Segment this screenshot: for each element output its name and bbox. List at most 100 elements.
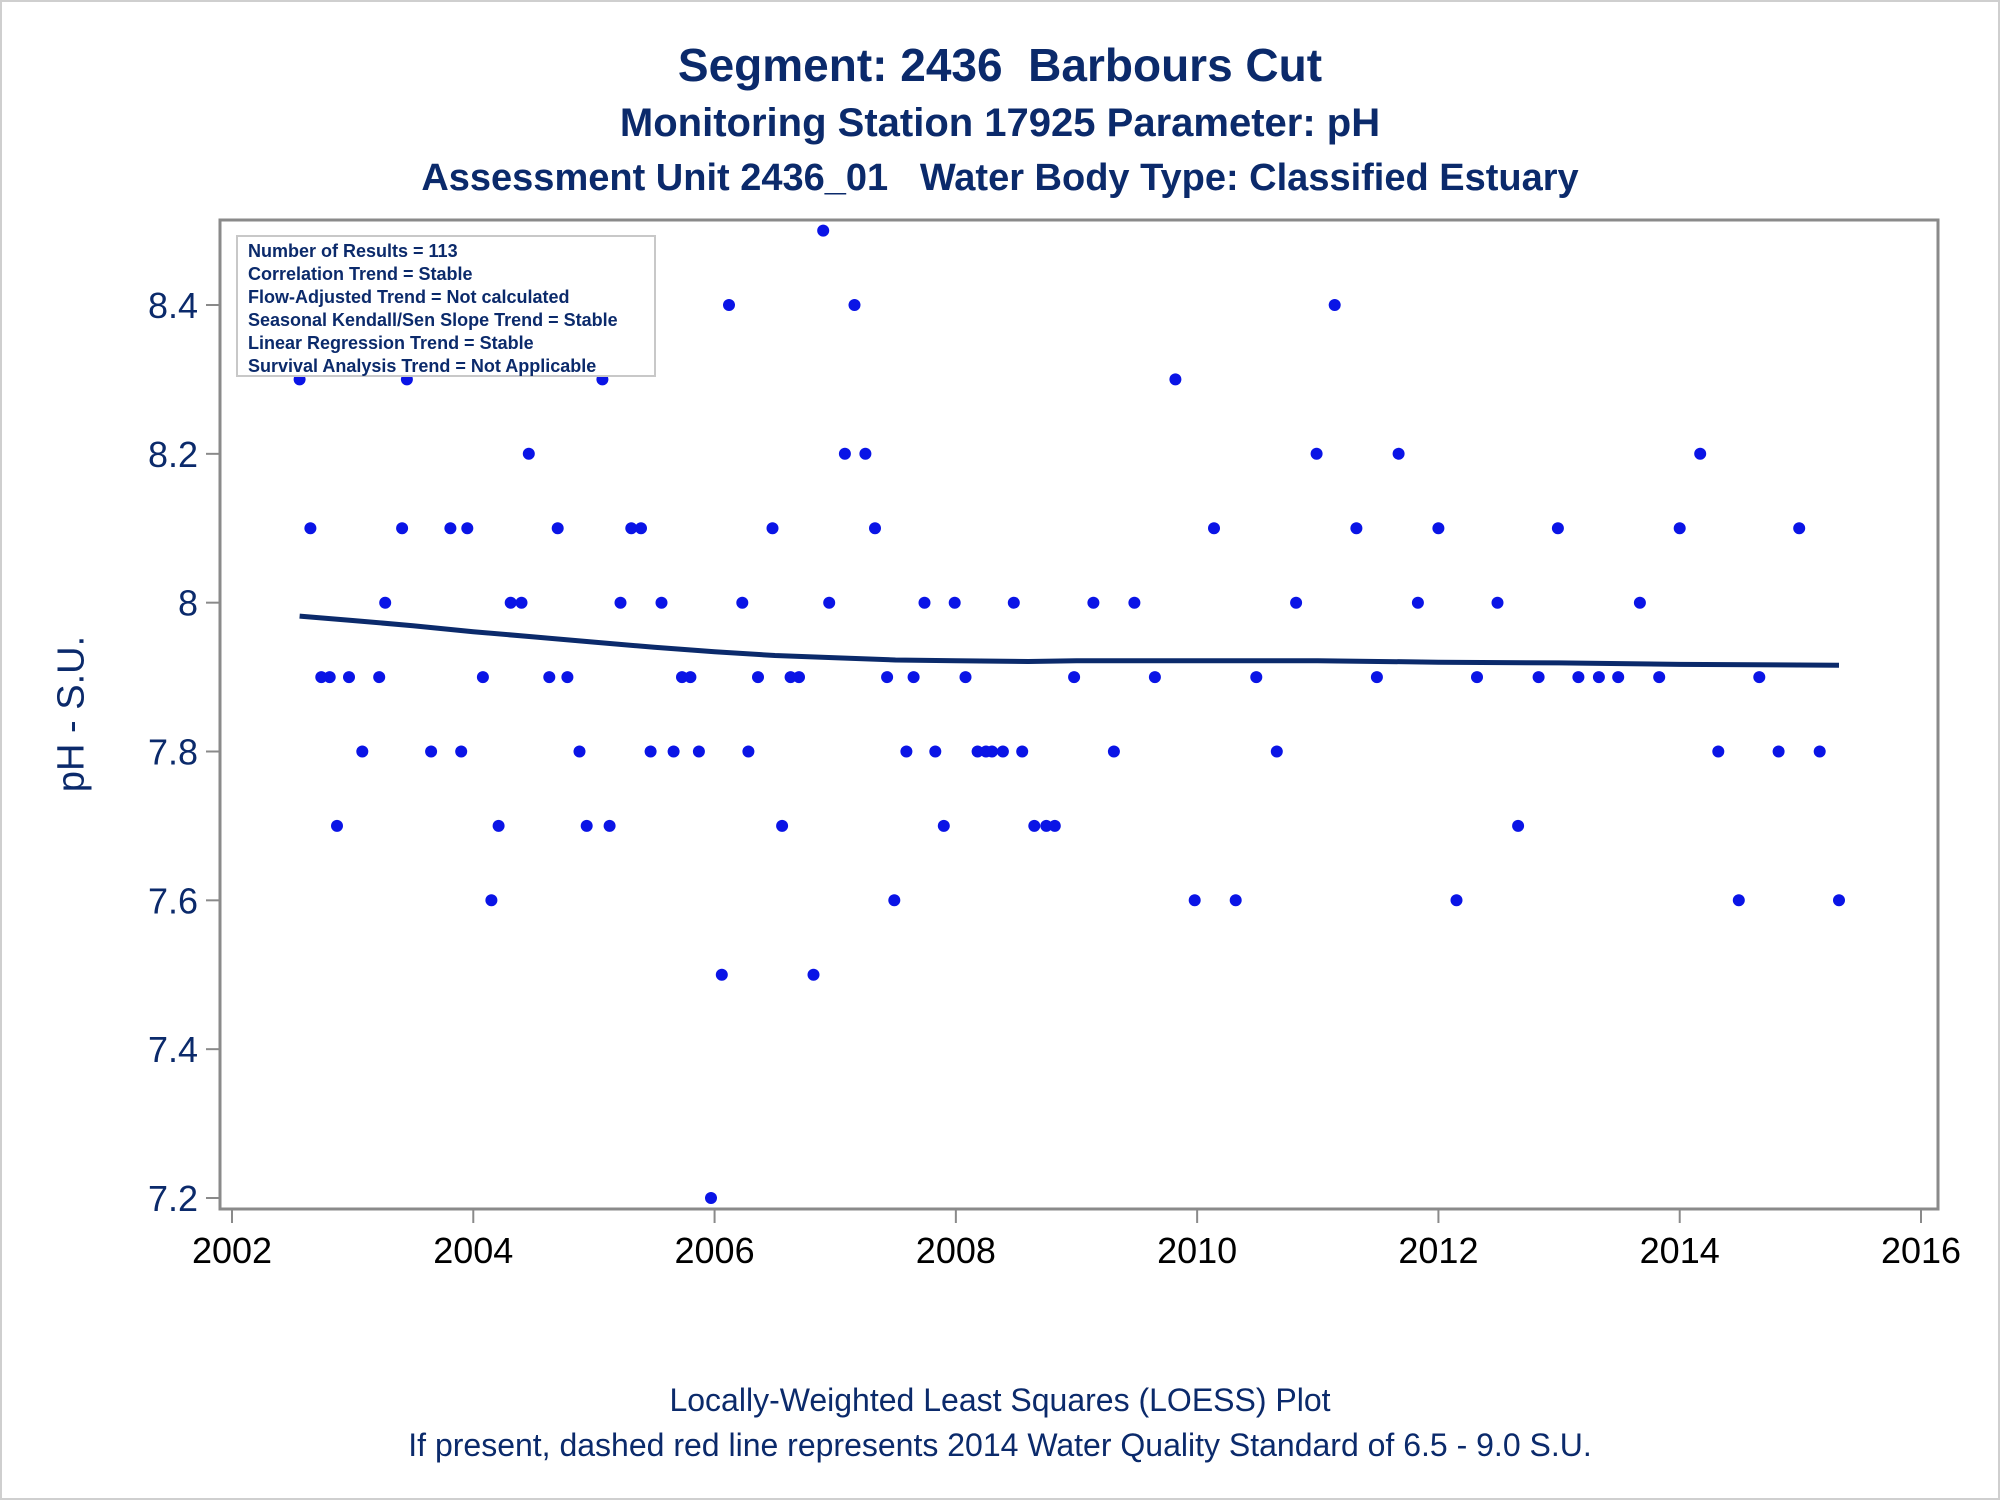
data-point	[331, 819, 343, 832]
data-point	[1370, 671, 1383, 684]
data-point	[1350, 522, 1363, 535]
x-tick-label: 2006	[675, 1230, 755, 1271]
data-point	[1016, 745, 1029, 758]
data-point	[644, 745, 657, 758]
data-point	[655, 596, 668, 609]
data-point	[1753, 671, 1766, 684]
data-point	[1673, 522, 1686, 535]
y-tick-label: 8.2	[148, 434, 198, 475]
data-point	[1694, 447, 1707, 460]
data-point	[504, 596, 517, 609]
y-axis-label: pH - S.U.	[50, 635, 93, 793]
data-point	[573, 745, 586, 758]
data-point	[1250, 671, 1263, 684]
data-point	[1551, 522, 1564, 535]
data-point	[1471, 671, 1483, 684]
data-point	[1411, 596, 1424, 609]
data-point	[937, 819, 950, 832]
stat-number-of-results: Number of Results = 113	[248, 241, 458, 261]
data-point	[396, 522, 409, 535]
data-point	[551, 522, 564, 535]
data-point	[543, 671, 556, 684]
data-point	[323, 671, 336, 684]
data-point	[1128, 596, 1141, 609]
data-point	[692, 745, 705, 758]
stat-linear-regression-trend: Linear Regression Trend = Stable	[248, 333, 534, 353]
footnote-standard: If present, dashed red line represents 2…	[408, 1427, 1592, 1463]
x-tick-label: 2012	[1398, 1230, 1478, 1271]
data-point	[625, 522, 638, 535]
data-point	[522, 447, 535, 460]
data-point	[1572, 671, 1585, 684]
data-point	[379, 596, 392, 609]
data-point	[561, 671, 574, 684]
chart-subtitle: Monitoring Station 17925 Parameter: pH	[619, 101, 1381, 145]
data-point	[1512, 819, 1525, 832]
data-point	[304, 522, 317, 535]
data-point	[1592, 671, 1605, 684]
data-point	[784, 671, 797, 684]
data-point	[476, 671, 489, 684]
data-point	[776, 819, 789, 832]
data-point	[900, 745, 913, 758]
data-point	[723, 299, 735, 311]
data-point	[1068, 671, 1081, 684]
data-point	[986, 745, 998, 758]
data-point	[705, 1192, 717, 1204]
data-point	[807, 968, 820, 981]
data-point	[1028, 819, 1041, 832]
stat-survival-analysis-trend: Survival Analysis Trend = Not Applicable	[248, 356, 597, 376]
data-point	[918, 596, 931, 609]
trend-stats-box: Number of Results = 113 Correlation Tren…	[236, 235, 656, 377]
footnote-loess: Locally-Weighted Least Squares (LOESS) P…	[669, 1382, 1331, 1418]
y-tick-label: 7.4	[148, 1029, 198, 1070]
data-point	[1229, 894, 1242, 907]
data-point	[1087, 596, 1100, 609]
data-point	[343, 671, 355, 684]
data-point	[1653, 671, 1666, 684]
data-point	[1491, 596, 1504, 609]
data-point	[1793, 522, 1806, 535]
stat-flow-adjusted-trend: Flow-Adjusted Trend = Not calculated	[248, 287, 570, 307]
data-point	[1107, 745, 1120, 758]
data-point	[1450, 894, 1463, 907]
loess-line	[299, 613, 1840, 668]
y-tick-label: 8	[178, 583, 198, 624]
data-point	[869, 522, 881, 535]
data-point	[580, 819, 593, 832]
data-point	[635, 522, 647, 535]
data-point	[752, 671, 764, 684]
data-point	[455, 745, 468, 758]
data-point	[888, 894, 901, 907]
data-point	[1612, 671, 1625, 684]
y-tick-label: 7.2	[148, 1178, 198, 1219]
plot-area-border	[218, 218, 1940, 1211]
x-tick-label: 2010	[1157, 1230, 1237, 1271]
data-point	[684, 671, 697, 684]
x-tick-label: 2004	[433, 1230, 513, 1271]
data-point	[1148, 671, 1161, 684]
data-point	[1048, 819, 1061, 832]
data-point	[793, 671, 805, 684]
data-point	[1290, 596, 1303, 609]
data-point	[1772, 745, 1785, 758]
data-point	[817, 224, 830, 237]
data-point	[667, 745, 680, 758]
y-tick-label: 8.4	[148, 285, 198, 326]
data-point	[948, 596, 961, 609]
data-point	[996, 745, 1009, 758]
data-point	[1040, 819, 1053, 832]
data-point	[1169, 373, 1182, 386]
data-point	[614, 596, 627, 609]
data-point	[929, 745, 942, 758]
stat-seasonal-kendall-trend: Seasonal Kendall/Sen Slope Trend = Stabl…	[248, 310, 618, 330]
data-point	[492, 819, 505, 832]
data-point	[1208, 522, 1220, 535]
data-point	[1328, 299, 1341, 311]
data-point	[823, 596, 836, 609]
data-point	[742, 745, 755, 758]
data-point	[603, 819, 616, 832]
data-point	[859, 447, 872, 460]
x-tick-label: 2002	[192, 1230, 272, 1271]
